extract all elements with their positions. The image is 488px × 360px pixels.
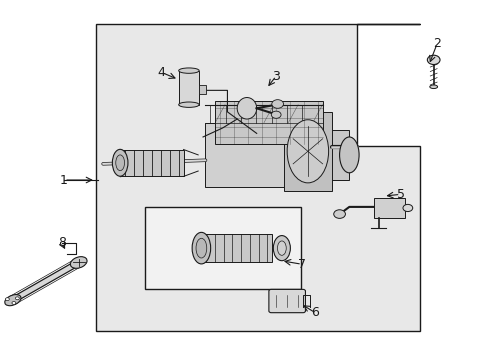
- Circle shape: [271, 100, 283, 108]
- Text: 7: 7: [297, 258, 305, 271]
- Text: 2: 2: [432, 37, 440, 50]
- Ellipse shape: [273, 235, 290, 261]
- Ellipse shape: [339, 137, 358, 173]
- Text: 4: 4: [157, 66, 165, 79]
- Text: 3: 3: [272, 69, 280, 82]
- FancyBboxPatch shape: [268, 289, 305, 313]
- Circle shape: [16, 297, 20, 300]
- Text: 8: 8: [58, 236, 65, 249]
- Bar: [199, 85, 206, 94]
- Circle shape: [5, 298, 9, 301]
- Bar: [283, 112, 331, 191]
- Ellipse shape: [277, 241, 285, 255]
- Bar: [215, 101, 322, 144]
- Circle shape: [333, 210, 345, 219]
- Ellipse shape: [112, 149, 128, 176]
- Ellipse shape: [237, 98, 256, 119]
- Ellipse shape: [429, 85, 437, 89]
- Ellipse shape: [178, 68, 199, 73]
- Ellipse shape: [192, 232, 210, 264]
- Ellipse shape: [70, 257, 87, 268]
- Ellipse shape: [196, 238, 206, 258]
- Ellipse shape: [178, 102, 199, 107]
- Circle shape: [271, 111, 281, 118]
- Bar: [120, 149, 183, 176]
- Bar: [201, 234, 271, 262]
- Text: 6: 6: [311, 306, 319, 319]
- Text: 5: 5: [396, 188, 404, 201]
- Circle shape: [12, 302, 16, 305]
- Bar: [322, 130, 348, 180]
- Circle shape: [402, 204, 412, 212]
- Circle shape: [427, 55, 439, 64]
- Polygon shape: [96, 24, 419, 330]
- Bar: [178, 71, 199, 105]
- Ellipse shape: [116, 155, 124, 171]
- Ellipse shape: [286, 120, 328, 183]
- Text: 1: 1: [60, 174, 68, 186]
- Bar: [205, 123, 322, 187]
- Bar: [144, 207, 300, 289]
- Bar: [373, 198, 405, 218]
- Ellipse shape: [5, 294, 21, 306]
